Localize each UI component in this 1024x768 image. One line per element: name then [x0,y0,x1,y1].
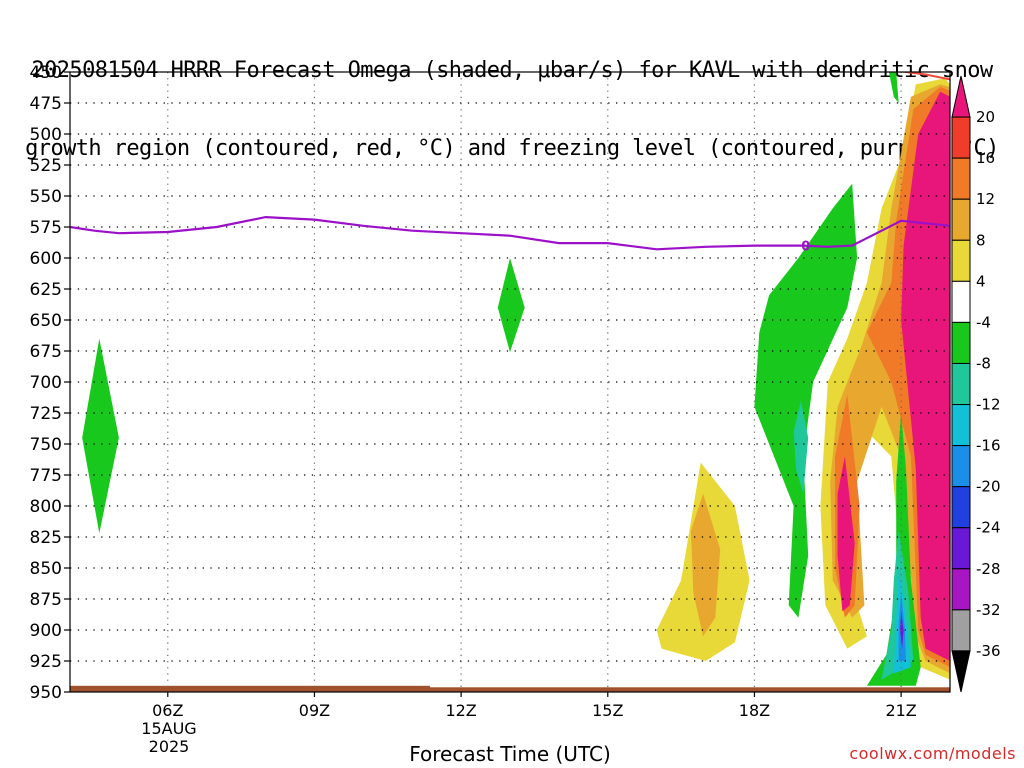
colorbar-segment [951,568,971,611]
colorbar-segment [951,609,971,652]
y-tick-label: 550 [30,187,62,207]
date-year: 2025 [148,737,190,756]
colorbar-label: -4 [976,313,991,331]
y-tick-label: 825 [30,528,62,548]
y-tick-label: 775 [30,466,62,486]
colorbar-label: 4 [976,272,986,290]
colorbar-label: -20 [976,478,1001,496]
colorbar-segment [951,362,971,406]
y-tick-label: 850 [30,559,62,579]
surface-strip [70,685,430,692]
omega-region-0 [82,338,119,534]
credit-link[interactable]: coolwx.com/models [849,744,1016,763]
colorbar-label: -16 [976,437,1001,455]
x-tick-label: 06Z [152,701,183,720]
colorbar-segment [951,157,971,200]
y-tick-label: 925 [30,652,62,672]
colorbar-label: -24 [976,519,1001,537]
y-tick-label: 475 [30,94,62,114]
plot-border [69,71,951,693]
x-tick-label: 21Z [885,701,916,720]
plot-frame [69,71,951,693]
colorbar-segment [951,321,971,364]
omega-region-11 [837,456,855,612]
colorbar-label: -32 [976,601,1001,619]
colorbar-label: 8 [976,231,986,249]
surface-strip [430,687,950,692]
grid-lines [70,72,950,692]
colorbar-label: 12 [976,190,995,208]
y-tick-label: 525 [30,156,62,176]
colorbar-label: -36 [976,642,1001,660]
x-tick-label: 12Z [445,701,476,720]
y-tick-label: 500 [30,125,62,145]
colorbar-segment [951,116,971,159]
y-tick-label: 625 [30,280,62,300]
omega-region-3 [690,493,721,637]
colorbar-label: 16 [976,149,995,167]
y-axis: 450 475 500 525 550 575 600 625 650 675 700 725 750 7… [30,63,70,703]
date-day: 15AUG [141,719,197,738]
x-axis-label: Forecast Time (UTC) [409,742,611,766]
colorbar-segment [951,75,971,118]
y-tick-label: 800 [30,497,62,517]
freezing-level-line [70,215,950,251]
y-tick-label: 725 [30,404,62,424]
colorbar-segment [951,486,971,529]
omega-shading [82,72,950,686]
title-line-2: growth region (contoured, red, °C) and f… [25,136,999,161]
omega-region-17 [888,72,899,103]
y-tick-label: 900 [30,621,62,641]
y-tick-label: 875 [30,590,62,610]
x-tick-label: 09Z [299,701,330,720]
y-tick-label: 750 [30,435,62,455]
colorbar-segment [951,239,971,282]
y-tick-label: 600 [30,249,62,269]
title-line-1: 2025081504 HRRR Forecast Omega (shaded, … [31,58,993,83]
colorbar-label: 20 [976,108,995,126]
colorbar-label: -28 [976,560,1001,578]
colorbar-segment [951,404,971,447]
contour-lines: 0 [70,72,950,255]
colorbar-segment [951,280,971,323]
surface-terrain [70,685,950,692]
date-label: 15AUG 2025 [124,720,214,756]
colorbar-segment [951,445,971,488]
omega-region-4 [754,183,858,618]
colorbar-label: -8 [976,354,991,372]
colorbar-label: -12 [976,396,1001,414]
y-tick-label: 675 [30,342,62,362]
omega-region-16 [900,611,904,649]
colorbar: 20 16 12 8 4 -4 -8 -12 -16 -20 -24 -28 -32 -36 [951,75,1001,693]
y-tick-label: 950 [30,683,62,703]
y-tick-label: 450 [30,63,62,83]
x-tick-label: 15Z [592,701,623,720]
x-tick-label: 18Z [739,701,770,720]
y-tick-label: 575 [30,218,62,238]
colorbar-segment [951,198,971,241]
freezing-level-label: 0 [801,240,810,255]
omega-region-10 [901,91,950,662]
omega-region-1 [497,258,525,353]
omega-region-5 [793,400,809,494]
colorbar-segment [951,650,971,693]
colorbar-segment [951,527,971,570]
x-axis: 06Z 09Z 12Z 15Z 18Z 21Z [152,692,917,720]
chart-title: 2025081504 HRRR Forecast Omega (shaded, … [0,6,1024,188]
y-tick-label: 650 [30,311,62,331]
y-tick-label: 700 [30,373,62,393]
